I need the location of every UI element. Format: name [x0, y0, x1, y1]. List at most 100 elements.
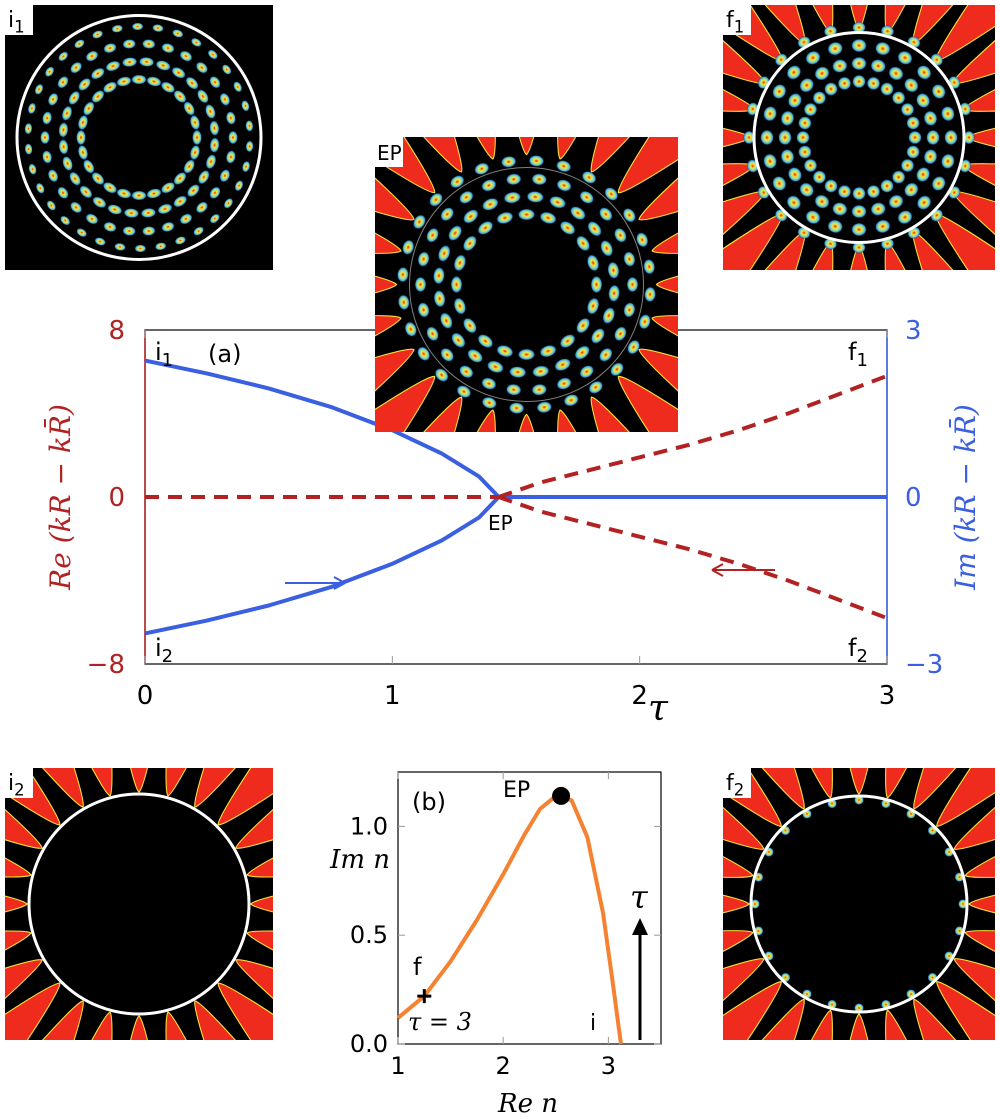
mode-lobe	[68, 90, 81, 106]
arrow-head	[333, 576, 346, 590]
mode-lobe	[613, 227, 627, 243]
mode-lobe	[103, 221, 117, 233]
x-tick-label: 2	[496, 1052, 511, 1080]
mode-lobe	[58, 121, 69, 138]
mode-lobe	[931, 175, 946, 192]
mode-lobe	[114, 242, 126, 251]
ep-label-b: EP	[503, 778, 530, 803]
mode-label: EP	[377, 141, 402, 165]
mode-lobe	[466, 348, 484, 364]
tau-arrow-label: τ	[630, 878, 649, 916]
mode-lobe	[434, 367, 449, 383]
mode-lobe	[171, 66, 186, 79]
mode-lobe	[763, 153, 778, 170]
mode-lobe	[161, 42, 175, 54]
mode-lobe	[903, 77, 919, 93]
x-tick-label: 1	[390, 1052, 405, 1080]
mode-lobe	[812, 170, 827, 185]
mode-lobe	[870, 58, 887, 74]
mode-lobe	[880, 179, 894, 193]
y-right-axis-label: Im (kR − kR̄)	[948, 404, 982, 591]
mode-lobe	[486, 360, 505, 374]
mode-lobe	[870, 201, 887, 217]
mode-lobe	[852, 241, 866, 254]
mode-lobe	[787, 166, 803, 183]
mode-lobe	[579, 190, 595, 205]
mode-lobe	[186, 183, 201, 198]
y-tick-label: 0.0	[350, 1030, 388, 1058]
mode-lobe	[76, 129, 86, 146]
mode-lobe	[531, 383, 548, 396]
mode-label-box	[5, 768, 33, 798]
mode-lobe	[796, 130, 810, 145]
mode-lobe	[209, 186, 221, 200]
mode-label-box	[723, 5, 751, 35]
arrow-head	[711, 563, 724, 577]
mode-lobe	[94, 237, 106, 246]
mode-lobe	[508, 402, 525, 415]
mode-lobe	[138, 56, 155, 67]
mode-lobe	[103, 42, 117, 54]
mode-lobe	[622, 207, 636, 223]
chart-b-labels: (b) EP f i τ = 3 τ Re n Im n	[329, 778, 649, 1119]
y-tick-label: 0.5	[350, 921, 388, 949]
mode-lobe	[451, 332, 466, 349]
mode-lobe	[189, 144, 201, 161]
re-axis-arrow	[711, 563, 775, 577]
mode-lobe	[111, 24, 124, 33]
mode-spikes	[5, 768, 273, 1040]
mode-content	[5, 768, 273, 1040]
mode-lobe	[780, 148, 795, 165]
mode-lobe	[874, 41, 891, 56]
mode-lobe	[626, 276, 639, 293]
mode-lobe	[644, 286, 657, 303]
mode-lobe	[172, 29, 184, 38]
mode-lobe	[173, 171, 187, 186]
mode-lobe	[207, 49, 219, 60]
mode-lobe	[146, 188, 162, 199]
mode-lobe	[204, 103, 216, 120]
label-i1: i1	[155, 338, 173, 371]
mode-lobe	[401, 239, 415, 256]
mode-lobe	[851, 204, 867, 219]
mode-label: i2	[8, 771, 25, 800]
mode-lobe	[508, 366, 527, 379]
y-left-tick-label: 8	[108, 316, 125, 346]
mode-lobe	[500, 155, 517, 168]
mode-core	[815, 93, 903, 182]
mode-lobe	[778, 129, 792, 146]
mode-content	[375, 137, 678, 432]
mode-lobe	[396, 266, 409, 283]
chart-b-series	[396, 786, 648, 1045]
mode-lobe	[234, 180, 244, 192]
mode-lobe	[923, 110, 938, 127]
label-i2: i2	[155, 634, 173, 667]
mode-lobe	[205, 153, 217, 170]
mode-content	[723, 768, 995, 1040]
mode-lobe	[152, 24, 164, 33]
mode-lobe	[880, 82, 894, 96]
mode-lobe	[462, 235, 478, 252]
mode-lobe	[131, 74, 147, 85]
chart-a-labels: i1 i2 f1 f2 (a) EP τ Re (kR − kR̄) Im (kR − kR̄)	[43, 338, 982, 729]
mode-lobe	[69, 61, 83, 74]
mode-lobe	[41, 111, 53, 125]
mode-lobe	[897, 209, 913, 225]
mode-lobe	[908, 130, 922, 145]
mode-lobe	[440, 207, 455, 222]
i-label: i	[590, 1011, 596, 1036]
mode-lobe	[926, 129, 940, 146]
mode-lobe	[91, 89, 105, 104]
mode-lobe	[62, 155, 74, 172]
mode-lobe	[440, 347, 455, 362]
mode-lobe	[41, 150, 53, 164]
mode-lobe	[805, 209, 821, 225]
mode-lobe	[604, 186, 619, 202]
mode-lobe	[874, 219, 891, 234]
mode-lobe	[548, 195, 567, 209]
mode-lobe	[916, 64, 932, 80]
mode-lobe	[412, 214, 426, 230]
mode-lobe	[528, 154, 545, 167]
mode-lobe	[91, 171, 105, 186]
